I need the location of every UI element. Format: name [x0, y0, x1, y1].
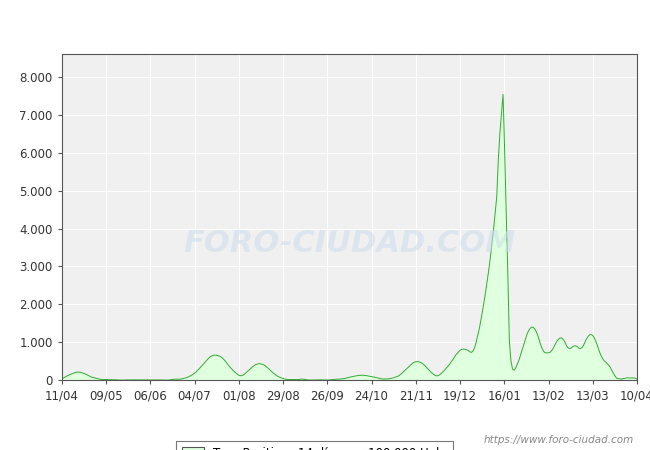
- Text: FORO-CIUDAD.COM: FORO-CIUDAD.COM: [183, 229, 515, 258]
- Text: Municipio de Ivars d'Urgell - COVID-19: Municipio de Ivars d'Urgell - COVID-19: [159, 14, 491, 33]
- Legend: Tasa Positivos 14 días por 100.000 Hab.: Tasa Positivos 14 días por 100.000 Hab.: [177, 441, 453, 450]
- Text: https://www.foro-ciudad.com: https://www.foro-ciudad.com: [484, 435, 634, 445]
